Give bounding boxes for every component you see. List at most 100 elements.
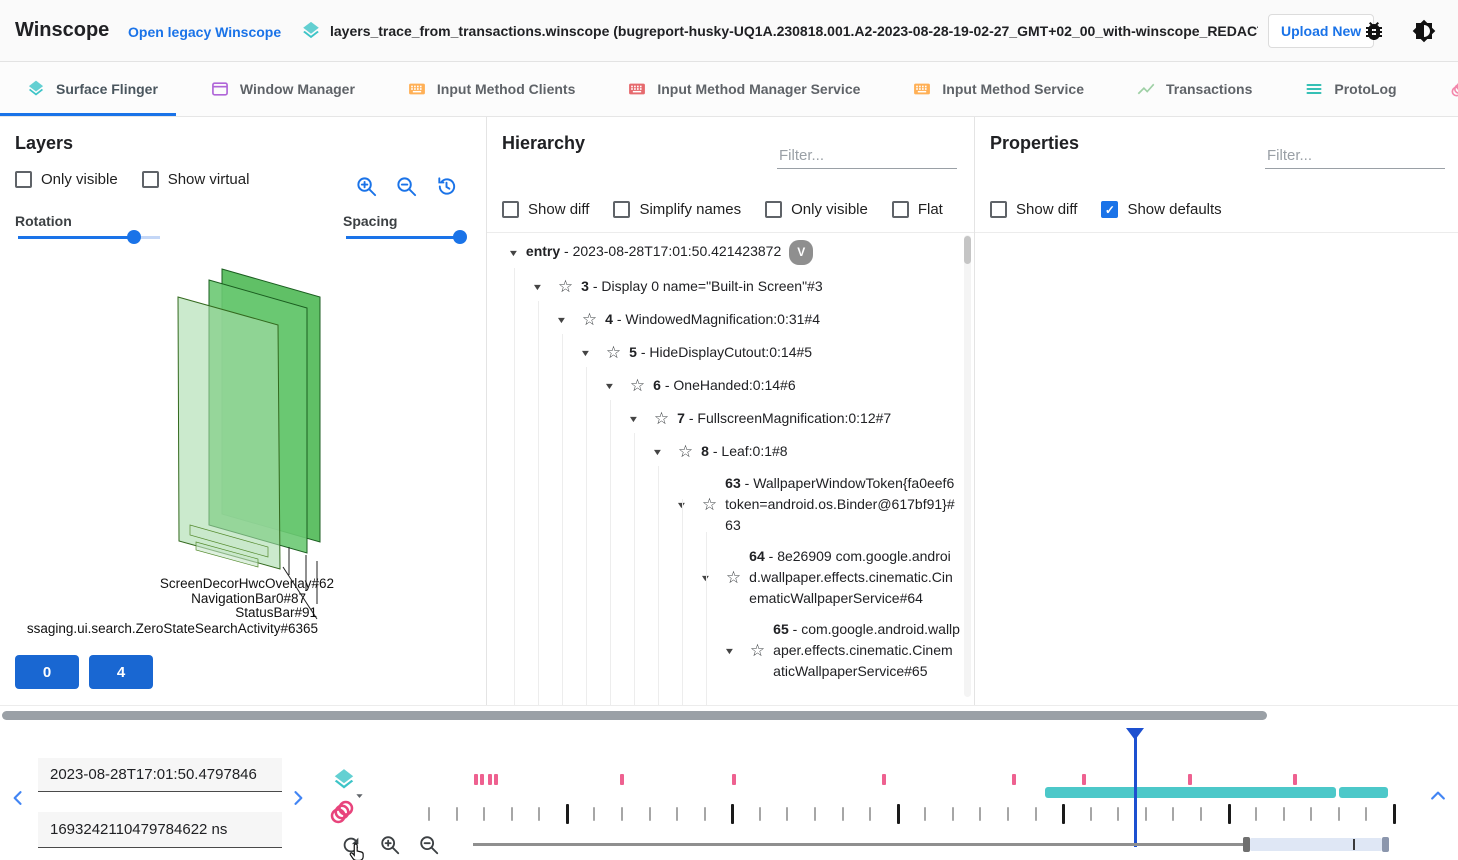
rotation-slider-thumb[interactable]	[127, 230, 142, 244]
properties-filter-input[interactable]	[1265, 143, 1445, 169]
collapse-arrow-icon[interactable]: ▼	[723, 645, 736, 656]
star-icon[interactable]: ☆	[581, 310, 598, 329]
trace-dropdown-caret-icon[interactable]	[352, 788, 367, 803]
collapse-arrow-icon[interactable]: ▼	[531, 281, 544, 292]
surface-flinger-trace-icon[interactable]	[331, 767, 357, 793]
tree-node[interactable]: ▼ ☆ 3 - Display 0 name="Built-in Screen"#3	[487, 270, 960, 303]
zoom-out-icon[interactable]	[395, 175, 418, 198]
tree-node[interactable]: ▼ ☆ 7 - FullscreenMagnification:0:12#7	[487, 402, 960, 435]
tab-transitions[interactable]: Transitions	[1423, 62, 1458, 116]
time-tick	[1200, 807, 1202, 821]
checkbox-show-defaults[interactable]: ✓ Show defaults	[1101, 201, 1222, 218]
star-icon[interactable]: ☆	[557, 277, 574, 296]
chevron-right-icon[interactable]	[288, 788, 308, 808]
timestamp-ns-input[interactable]	[38, 812, 282, 848]
collapse-arrow-icon[interactable]: ▼	[676, 500, 688, 510]
tab-transactions[interactable]: Transactions	[1110, 62, 1278, 116]
layer-strip[interactable]	[195, 541, 259, 568]
hierarchy-scrollbar-thumb[interactable]	[964, 236, 971, 264]
window-icon	[210, 79, 230, 99]
checkbox-unchecked-icon[interactable]	[613, 201, 631, 218]
display-button-4[interactable]: 4	[89, 655, 153, 689]
star-icon[interactable]: ☆	[701, 495, 718, 514]
star-icon[interactable]: ☆	[653, 409, 670, 428]
chevron-left-icon[interactable]	[8, 788, 28, 808]
checkbox-label: Show diff	[528, 201, 590, 218]
checkbox-unchecked-icon[interactable]	[891, 201, 909, 218]
zoom-in-icon[interactable]	[355, 175, 378, 198]
report-bug-icon[interactable]	[1362, 19, 1386, 43]
rotation-slider[interactable]	[18, 229, 160, 245]
collapse-arrow-icon[interactable]: ▼	[507, 247, 520, 258]
checkbox-unchecked-icon[interactable]	[502, 201, 519, 218]
hierarchy-scrollbar[interactable]	[964, 235, 971, 697]
checkbox-flat[interactable]: Flat	[891, 201, 943, 218]
zoom-range-track	[473, 843, 1246, 846]
time-tick	[979, 807, 982, 821]
dark-mode-toggle-icon[interactable]	[1412, 19, 1436, 43]
tree-node[interactable]: ▼ ☆ 64 - 8e26909 com.google.android.wallpa…	[487, 541, 960, 614]
checkbox-show-virtual[interactable]: Show virtual	[141, 171, 249, 188]
collapse-arrow-icon[interactable]: ▼	[579, 347, 592, 358]
collapse-arrow-icon[interactable]: ▼	[555, 314, 568, 325]
star-icon[interactable]: ☆	[677, 442, 694, 461]
hierarchy-tree: ▼ entry - 2023-08-28T17:01:50.421423872 V ▼…	[487, 235, 960, 705]
tab-input-method-service[interactable]: Input Method Service	[886, 62, 1110, 116]
layer-strip[interactable]	[189, 524, 269, 558]
checkbox-show-diff[interactable]: Show diff	[990, 201, 1077, 218]
collapse-arrow-icon[interactable]: ▼	[651, 446, 664, 457]
tree-node[interactable]: ▼ ☆ 6 - OneHanded:0:14#6	[487, 369, 960, 402]
layer-label: ssaging.ui.search.ZeroStateSearchActivit…	[27, 621, 318, 636]
collapse-arrow-icon[interactable]: ▼	[603, 380, 616, 391]
sf-trace-coverage-bar	[1339, 787, 1388, 798]
tree-node[interactable]: ▼ ☆ 8 - Leaf:0:1#8	[487, 435, 960, 468]
tab-input-method-manager-service[interactable]: Input Method Manager Service	[601, 62, 886, 116]
tree-node[interactable]: ▼ ☆ 4 - WindowedMagnification:0:31#4	[487, 303, 960, 336]
tab-surface-flinger[interactable]: Surface Flinger	[0, 62, 184, 116]
transition-event-mark	[480, 774, 484, 785]
open-legacy-winscope-link[interactable]: Open legacy Winscope	[128, 24, 282, 40]
spacing-slider-thumb[interactable]	[453, 230, 468, 244]
checkbox-unchecked-icon[interactable]	[765, 201, 783, 218]
reset-zoom-icon[interactable]	[340, 834, 362, 856]
tree-node[interactable]: ▼ ☆ 5 - HideDisplayCutout:0:14#5	[487, 336, 960, 369]
checkbox-only-visible[interactable]: Only visible	[765, 201, 868, 218]
checkbox-only-visible[interactable]: Only visible	[15, 171, 118, 188]
tab-window-manager[interactable]: Window Manager	[184, 62, 381, 116]
checkbox-show-diff[interactable]: Show diff	[502, 201, 589, 218]
spacing-slider[interactable]	[346, 229, 468, 245]
layers-3d-scene[interactable]: ScreenDecorHwcOverlay#62 NavigationBar0#…	[0, 117, 487, 702]
tab-input-method-clients[interactable]: Input Method Clients	[381, 62, 601, 116]
tree-node-label: 4 - WindowedMagnification:0:31#4	[605, 311, 820, 327]
collapse-timeline-chevron-up-icon[interactable]	[1428, 786, 1448, 806]
checkbox-unchecked-icon[interactable]	[15, 171, 32, 188]
star-icon[interactable]: ☆	[629, 376, 646, 395]
tab-protolog[interactable]: ProtoLog	[1278, 62, 1422, 116]
tree-node[interactable]: ▼ entry - 2023-08-28T17:01:50.421423872 V	[487, 235, 960, 270]
upload-new-button[interactable]: Upload New	[1268, 14, 1375, 48]
tree-node[interactable]: ▼ ☆ 65 - com.google.android.wallpaper.effe…	[487, 614, 960, 687]
time-tick	[1227, 804, 1231, 824]
timeline-zoom-out-icon[interactable]	[418, 834, 440, 856]
checkbox-simplify-names[interactable]: Simplify names	[613, 201, 741, 218]
hierarchy-filter-input[interactable]	[777, 143, 957, 169]
timestamp-human-input[interactable]	[38, 758, 282, 792]
checkbox-unchecked-icon[interactable]	[990, 201, 1007, 218]
tree-node-label: 65 - com.google.android.wallpaper.effect…	[773, 621, 960, 679]
star-icon[interactable]: ☆	[605, 343, 622, 362]
visibility-badge: V	[789, 240, 814, 265]
display-button-0[interactable]: 0	[15, 655, 79, 689]
horizontal-scrollbar[interactable]	[2, 711, 1267, 720]
star-icon[interactable]: ☆	[725, 568, 742, 587]
reset-view-history-icon[interactable]	[435, 175, 458, 198]
checkbox-label: Simplify names	[639, 201, 742, 218]
collapse-arrow-icon[interactable]: ▼	[700, 573, 712, 583]
checkbox-unchecked-icon[interactable]	[141, 171, 159, 188]
tree-node[interactable]: ▼ ☆ 63 - WallpaperWindowToken{fa0eef6 toke…	[487, 468, 960, 541]
collapse-arrow-icon[interactable]: ▼	[627, 413, 640, 424]
checkbox-checked-icon[interactable]: ✓	[1101, 201, 1119, 218]
timeline-zoom-in-icon[interactable]	[379, 834, 401, 856]
layer-sheet[interactable]	[177, 296, 281, 570]
star-icon[interactable]: ☆	[749, 641, 766, 660]
transitions-trace-icon[interactable]	[327, 797, 357, 827]
